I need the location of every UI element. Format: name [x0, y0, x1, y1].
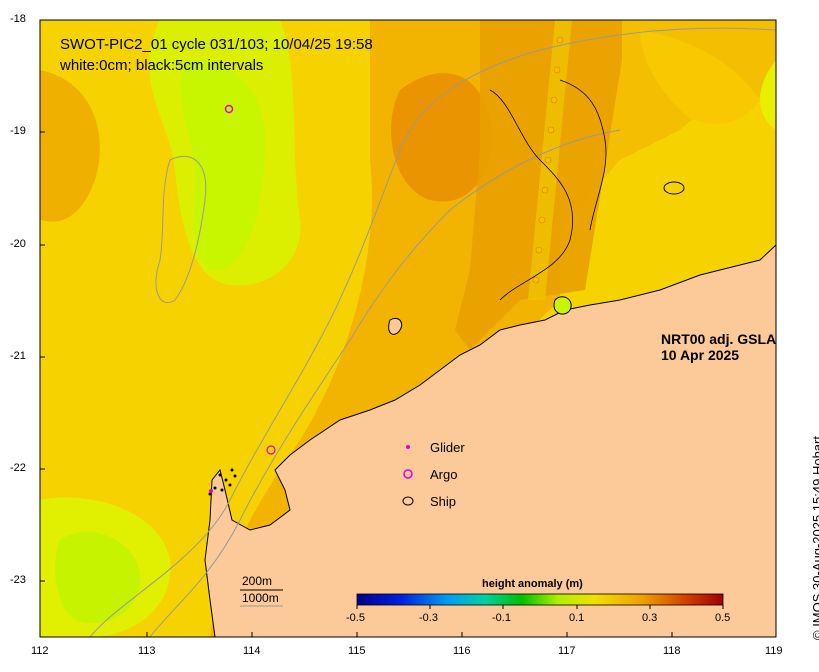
colorbar-tick-label: 0.1: [569, 612, 585, 624]
y-tick-label: -20: [10, 238, 26, 250]
argo-marker: [266, 445, 276, 455]
map-field: [40, 20, 776, 637]
anomaly-east-edge: [760, 60, 776, 130]
x-tick-label: 116: [453, 645, 471, 657]
colorbar: [356, 593, 724, 606]
y-tick-label: -23: [10, 574, 26, 586]
island-small: [388, 317, 403, 335]
product-date: 10 Apr 2025: [661, 347, 740, 363]
legend-ship-label: Ship: [430, 494, 457, 509]
copyright-notice: © IMOS 30-Aug-2025 15:49 Hobart: [810, 436, 819, 640]
x-tick-label: 114: [243, 645, 261, 657]
bathymetry-200m: [149, 129, 621, 637]
x-tick-label: 113: [138, 645, 156, 657]
contour-line: [559, 79, 607, 231]
legend-argo-icon: [403, 469, 413, 479]
colorbar-tick-label: 0.5: [715, 612, 731, 624]
y-tick-label: -22: [10, 462, 26, 474]
y-tick-label: -18: [10, 13, 26, 25]
x-tick-label: 117: [558, 645, 576, 657]
y-tick-label: -21: [10, 350, 26, 362]
anomaly-east-patch: [640, 30, 760, 124]
anomaly-high-center: [391, 73, 492, 202]
contour-eddy: [663, 181, 685, 195]
legend-glider-label: Glider: [430, 440, 465, 455]
product-name: NRT00 adj. GSLA: [661, 331, 777, 347]
swot-swath: [455, 20, 622, 350]
island-outline: [155, 155, 207, 303]
swot-low-patch: [553, 296, 572, 315]
anomaly-low-north-core: [180, 59, 266, 271]
scale-label-200m: 200m: [242, 574, 273, 588]
colorbar-tick-label: 0.3: [642, 612, 658, 624]
colorbar-title: height anomaly (m): [482, 578, 583, 590]
argo-marker: [224, 104, 234, 114]
x-tick-label: 118: [663, 645, 681, 657]
ship-markers: [208, 468, 237, 496]
colorbar-ticks: [356, 605, 724, 609]
coastline: [204, 244, 776, 637]
x-tick-label: 115: [348, 645, 366, 657]
glider-marker: [209, 489, 213, 493]
x-tick-label: 112: [31, 645, 49, 657]
colorbar-tick-label: -0.5: [346, 612, 365, 624]
colorbar-tick-label: -0.3: [419, 612, 438, 624]
x-tick-label: 119: [765, 645, 783, 657]
legend-ship-icon: [402, 496, 414, 506]
map-title: SWOT-PIC2_01 cycle 031/103; 10/04/25 19:…: [60, 36, 373, 53]
land-mass: [205, 245, 776, 637]
contour-line: [489, 89, 574, 301]
anomaly-low-south-core: [55, 532, 140, 624]
legend-argo-label: Argo: [430, 467, 458, 482]
scale-label-1000m: 1000m: [242, 591, 279, 605]
map-subtitle: white:0cm; black:5cm intervals: [60, 57, 264, 74]
y-tick-label: -19: [10, 125, 26, 137]
bathymetry-1000m: [89, 27, 776, 637]
colorbar-tick-label: -0.1: [492, 612, 511, 624]
plot-frame: [39, 19, 777, 638]
nadir-track-dots: [532, 36, 564, 284]
anomaly-high-west: [40, 70, 100, 222]
axis-ticks: [39, 19, 777, 637]
legend-glider-icon: [406, 445, 410, 449]
